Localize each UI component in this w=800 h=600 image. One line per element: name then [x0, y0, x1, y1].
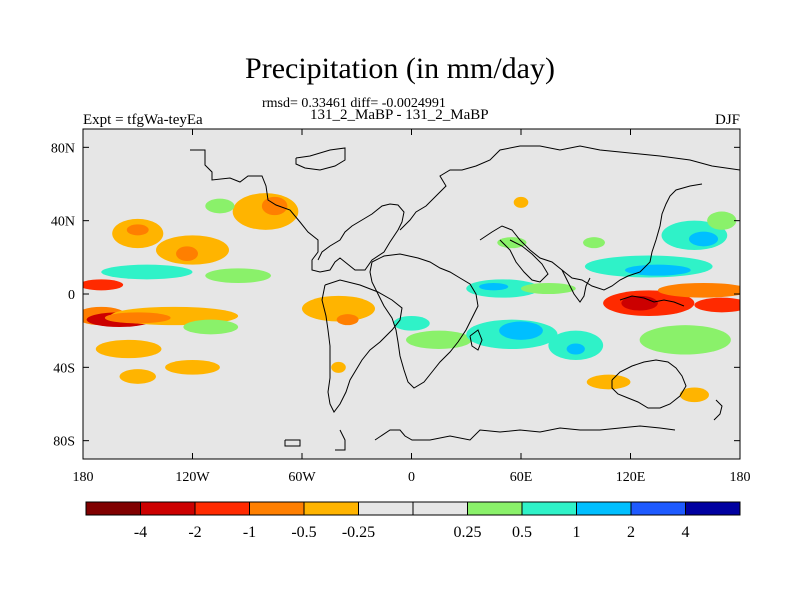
precip-anomaly-blob [261, 196, 288, 216]
precip-anomaly-blob [205, 198, 235, 214]
colorbar-label: 4 [682, 524, 690, 541]
x-tick-label: 120W [175, 470, 210, 485]
precip-anomaly-blob [302, 295, 375, 322]
precip-anomaly-blob [707, 211, 737, 230]
precip-anomaly-blob [679, 387, 709, 403]
colorbar-swatch [358, 501, 414, 516]
precip-anomaly-blob [183, 319, 239, 335]
colorbar-swatch [85, 501, 141, 516]
coastline-south-america [321, 279, 403, 413]
precip-anomaly-blob [566, 343, 585, 355]
y-tick-label: 0 [68, 288, 75, 303]
precip-anomaly-blob [331, 361, 346, 373]
coastline-arabia [499, 239, 549, 283]
precip-anomaly-blob [406, 330, 472, 350]
coastline-india [561, 269, 591, 303]
colorbar-swatch [249, 501, 305, 516]
colorbar-label: -1 [243, 524, 256, 541]
precip-anomaly-blob [83, 279, 124, 291]
coastline-antarctica-3 [374, 425, 676, 441]
y-tick-label: 80N [51, 141, 75, 156]
colorbar-swatch [194, 501, 250, 516]
precip-anomaly-blob [497, 237, 527, 249]
colorbar-swatch [521, 501, 577, 516]
precip-anomaly-blob [104, 312, 171, 324]
chart-subtitle: 131_2_MaBP - 131_2_MaBP [310, 107, 489, 123]
precip-anomaly-blob [657, 283, 740, 298]
y-tick-label: 40N [51, 215, 75, 230]
colorbar-swatch [467, 501, 523, 516]
y-tick-label: 40S [53, 361, 75, 376]
colorbar-label: 0.5 [512, 524, 532, 541]
precip-anomaly-blob [583, 237, 605, 249]
coastline-madagascar [469, 329, 483, 351]
coastline-australia [611, 359, 687, 409]
colorbar-label: -2 [188, 524, 201, 541]
x-tick-label: 0 [408, 470, 415, 485]
x-tick-label: 60W [288, 470, 316, 485]
colorbar-label: -0.25 [342, 524, 375, 541]
experiment-label: Expt = tfgWa-teyEa [83, 112, 203, 128]
precip-anomaly-blob [499, 321, 543, 340]
colorbar-swatch [630, 501, 686, 516]
coastline-asia-south [479, 183, 703, 291]
coastline-antarctica-2 [335, 429, 346, 451]
precip-anomaly-blob [688, 231, 719, 247]
coastline-eurasia [399, 145, 740, 231]
colorbar-swatch [140, 501, 196, 516]
coastline-antarctica [284, 439, 301, 447]
precip-anomaly-blob [639, 325, 731, 355]
coastline-new-zealand [713, 399, 723, 421]
colorbar-swatch [685, 501, 741, 516]
coastline-north-america [190, 149, 405, 273]
precip-anomaly-blob [393, 316, 430, 331]
precip-anomaly-blob [625, 264, 691, 276]
precip-anomaly-blob [119, 369, 156, 384]
colorbar-label: -4 [134, 524, 147, 541]
precip-anomaly-blob [165, 360, 220, 375]
precip-anomaly-blob [176, 246, 198, 261]
x-tick-label: 180 [730, 470, 751, 485]
precip-anomaly-blob [513, 196, 529, 208]
x-tick-label: 60E [510, 470, 533, 485]
colorbar-label: -0.5 [291, 524, 316, 541]
colorbar-label: 2 [627, 524, 635, 541]
precip-anomaly-blob [336, 314, 359, 326]
precip-anomaly-blob [479, 283, 509, 291]
chart-title: Precipitation (in mm/day) [245, 52, 555, 85]
precip-anomaly-blob [205, 268, 271, 283]
coastline-indonesia [619, 295, 685, 307]
colorbar-swatch [303, 501, 359, 516]
x-tick-label: 120E [616, 470, 646, 485]
season-label: DJF [714, 112, 740, 128]
colorbar-label: 1 [573, 524, 581, 541]
precip-anomaly-blob [694, 297, 740, 313]
precip-anomaly-blob [126, 224, 149, 236]
precip-anomaly-blob [586, 374, 631, 390]
colorbar-label: 0.25 [454, 524, 482, 541]
x-tick-label: 180 [73, 470, 94, 485]
colorbar-swatch [412, 501, 468, 516]
precip-anomaly-blob [95, 339, 162, 359]
precip-anomaly-blob [101, 264, 193, 280]
y-tick-label: 80S [53, 435, 75, 450]
coastline-africa [369, 253, 479, 389]
colorbar-swatch [576, 501, 632, 516]
stats-line: rmsd= 0.33461 diff= -0.0024991 [262, 96, 446, 111]
precip-anomaly-blob [521, 283, 576, 294]
coastline-greenland [295, 147, 346, 171]
